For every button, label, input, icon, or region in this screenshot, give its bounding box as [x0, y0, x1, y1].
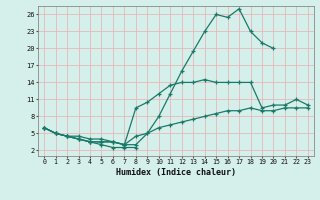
- X-axis label: Humidex (Indice chaleur): Humidex (Indice chaleur): [116, 168, 236, 177]
